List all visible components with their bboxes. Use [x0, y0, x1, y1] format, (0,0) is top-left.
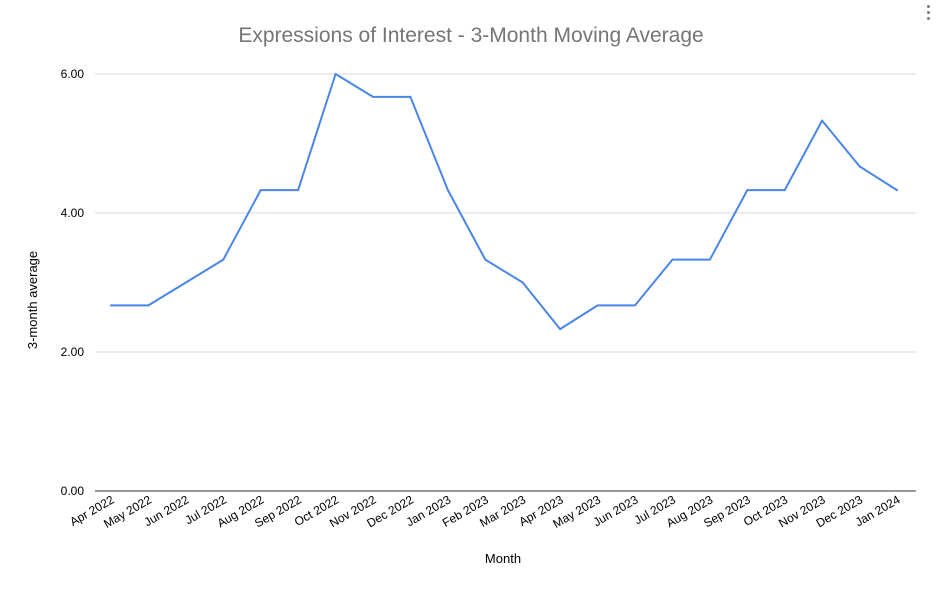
data-point — [147, 304, 150, 307]
data-point — [184, 281, 187, 284]
data-point — [334, 73, 337, 75]
data-point — [896, 189, 898, 192]
data-point — [484, 258, 487, 261]
y-tick-label: 0.00 — [61, 484, 85, 498]
data-point — [372, 95, 374, 98]
data-point — [259, 189, 262, 192]
data-point — [858, 165, 861, 168]
data-point — [746, 189, 749, 192]
data-point — [671, 258, 674, 261]
data-point — [783, 189, 786, 192]
data-point — [634, 304, 636, 307]
data-point — [821, 119, 824, 122]
series-line — [110, 73, 898, 331]
data-point — [110, 304, 112, 307]
y-axis-label: 3-month average — [25, 251, 40, 349]
data-point — [222, 258, 225, 261]
y-tick-label: 6.00 — [61, 67, 85, 81]
data-point — [708, 258, 711, 261]
y-axis-ticks: 0.00 2.00 4.00 6.00 — [61, 67, 85, 498]
data-point — [297, 189, 300, 192]
more-vert-icon[interactable] — [922, 2, 936, 24]
data-point — [521, 281, 524, 284]
gridlines — [95, 73, 916, 492]
data-point — [446, 189, 449, 192]
y-tick-label: 4.00 — [61, 206, 85, 220]
series-layer — [110, 73, 898, 331]
data-point — [596, 304, 599, 307]
data-point — [559, 328, 562, 331]
data-point — [409, 95, 412, 98]
chart-title: Expressions of Interest - 3-Month Moving… — [238, 24, 703, 47]
y-tick-label: 2.00 — [61, 345, 85, 359]
x-axis-label: Month — [485, 551, 521, 566]
